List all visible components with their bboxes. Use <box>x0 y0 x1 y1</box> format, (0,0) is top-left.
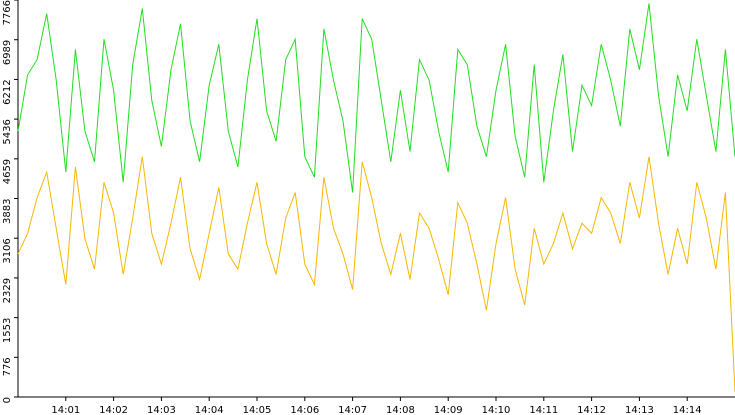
x-tick-label: 14:06 <box>290 405 319 415</box>
x-tick-label: 14:03 <box>147 405 176 415</box>
x-tick-label: 14:04 <box>195 405 224 415</box>
series-line <box>17 156 735 392</box>
series-line <box>17 3 735 193</box>
x-tick-label: 14:12 <box>577 405 606 415</box>
y-tick-label: 1553 <box>2 318 13 343</box>
x-tick-label: 14:11 <box>529 405 558 415</box>
y-tick-label: 5436 <box>2 119 13 144</box>
y-tick-label: 2329 <box>2 278 13 303</box>
x-tick-label: 14:02 <box>99 405 128 415</box>
y-tick-label: 6989 <box>2 40 13 65</box>
x-tick-label: 14:05 <box>243 405 272 415</box>
x-tick-label: 14:14 <box>673 405 702 415</box>
x-tick-label: 14:13 <box>625 405 654 415</box>
y-tick-label: 7766 <box>2 0 13 25</box>
y-tick-label: 3883 <box>2 199 13 224</box>
y-tick-label: 3106 <box>2 238 13 263</box>
x-tick-label: 14:08 <box>386 405 415 415</box>
x-tick-label: 14:09 <box>434 405 463 415</box>
y-tick-label: 0 <box>2 397 13 403</box>
y-tick-label: 6212 <box>2 79 13 104</box>
y-tick-label: 776 <box>2 357 13 376</box>
y-tick-label: 4659 <box>2 159 13 184</box>
x-tick-label: 14:01 <box>51 405 80 415</box>
x-tick-label: 14:10 <box>482 405 511 415</box>
x-tick-label: 14:07 <box>338 405 367 415</box>
